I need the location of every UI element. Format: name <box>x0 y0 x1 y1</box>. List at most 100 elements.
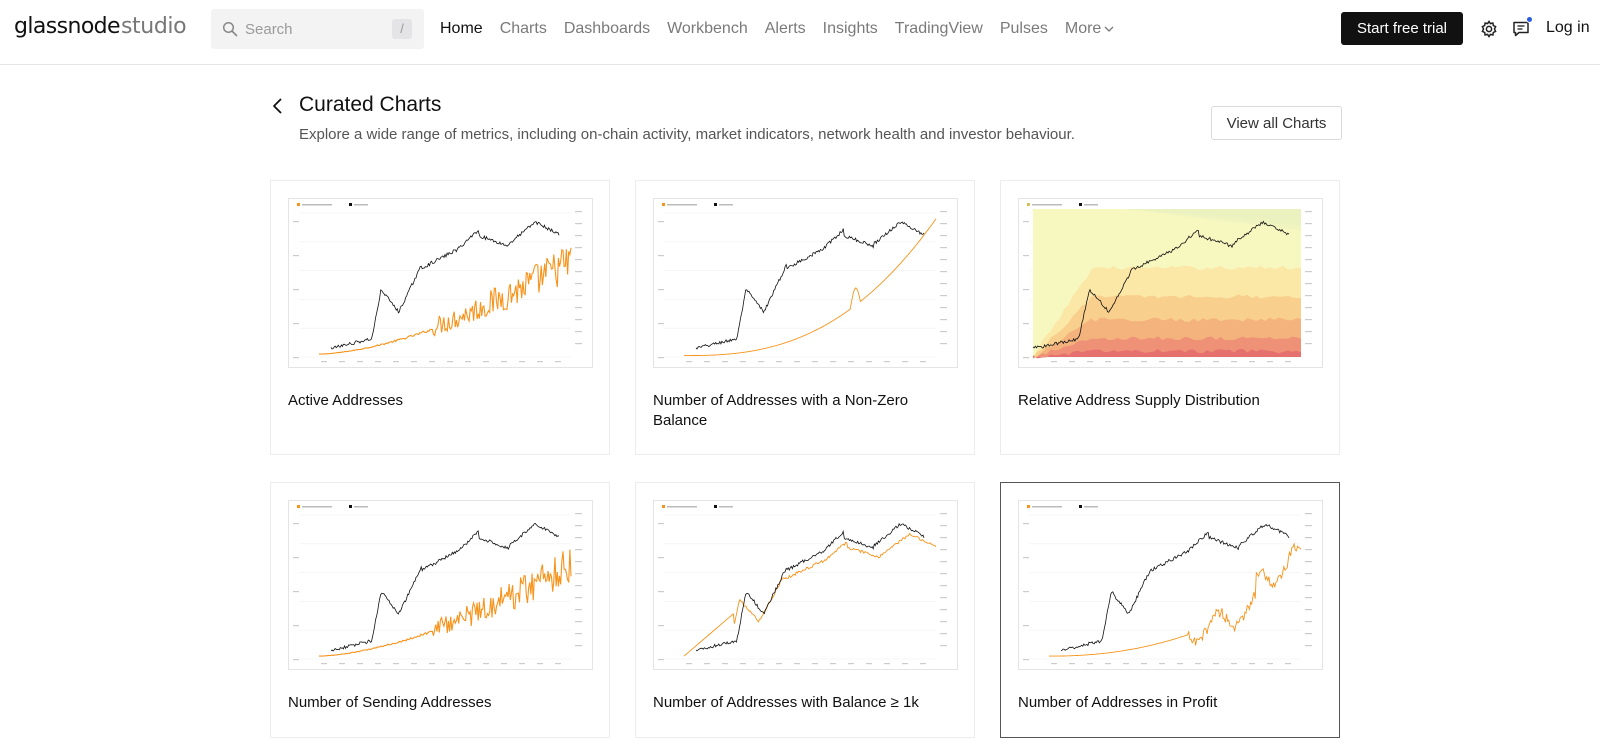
axis-tick <box>1305 247 1312 249</box>
price-line <box>1060 524 1290 651</box>
gear-icon[interactable] <box>1479 19 1499 39</box>
axis-tick <box>447 361 453 363</box>
chart-card[interactable]: Number of Addresses in Profit <box>1000 482 1340 738</box>
pulses-button[interactable] <box>1511 16 1533 39</box>
legend-swatch <box>297 505 300 508</box>
chart-thumbnail-svg <box>654 199 957 367</box>
nav-dashboards[interactable]: Dashboards <box>563 20 651 37</box>
price-line <box>330 221 560 350</box>
axis-tick <box>1177 663 1183 665</box>
axis-tick <box>1023 659 1029 661</box>
thumb-bg <box>1019 501 1322 669</box>
chart-card[interactable]: Number of Addresses with a Non-Zero Bala… <box>635 180 975 455</box>
axis-tick <box>1305 621 1312 623</box>
axis-tick <box>1023 255 1029 257</box>
chart-card[interactable]: Relative Address Supply Distribution <box>1000 180 1340 455</box>
chart-card[interactable]: Number of Addresses with Balance ≥ 1k <box>635 482 975 738</box>
axis-tick <box>686 663 692 665</box>
nav-home[interactable]: Home <box>440 20 483 37</box>
nav-insights[interactable]: Insights <box>822 20 878 37</box>
axis-tick <box>740 361 746 363</box>
axis-tick <box>940 343 947 345</box>
axis-tick <box>575 247 582 249</box>
axis-tick <box>1305 331 1312 333</box>
glassnode-logo[interactable]: glassnode studio <box>14 14 187 44</box>
axis-tick <box>1159 361 1165 363</box>
axis-tick <box>1305 561 1312 563</box>
legend-text-line <box>302 506 332 508</box>
axis-tick <box>940 561 947 563</box>
axis-tick <box>1305 633 1312 635</box>
thumb-bg <box>654 199 957 367</box>
axis-tick <box>940 331 947 333</box>
legend-text-line <box>719 506 733 508</box>
chevron-left-icon[interactable] <box>270 96 286 116</box>
axis-tick <box>940 537 947 539</box>
axis-tick <box>1305 235 1312 237</box>
start-free-trial-button[interactable]: Start free trial <box>1341 12 1463 45</box>
chart-card[interactable]: Number of Sending Addresses <box>270 482 610 738</box>
axis-tick <box>884 663 890 665</box>
chart-card-title: Number of Addresses in Profit <box>1018 694 1218 711</box>
axis-tick <box>411 361 417 363</box>
axis-tick <box>575 211 582 213</box>
page-title: Curated Charts <box>299 93 442 116</box>
axis-tick <box>704 361 710 363</box>
metric-line <box>1049 542 1302 657</box>
search-input[interactable] <box>245 9 385 49</box>
nav-alerts[interactable]: Alerts <box>764 20 806 37</box>
axis-tick <box>1087 663 1093 665</box>
metric-line <box>684 218 937 357</box>
view-all-charts-button[interactable]: View all Charts <box>1211 106 1342 140</box>
logo-product: studio <box>121 14 187 39</box>
chart-card-title: Number of Addresses with a Non-Zero Bala… <box>653 392 909 429</box>
chevron-down-icon <box>1104 26 1114 32</box>
metric-line <box>683 532 937 657</box>
axis-tick <box>1267 663 1273 665</box>
nav-pulses[interactable]: Pulses <box>999 20 1048 37</box>
log-in-link[interactable]: Log in <box>1546 19 1590 36</box>
legend-text-line <box>302 204 332 206</box>
search-icon <box>222 21 238 37</box>
axis-tick <box>575 561 582 563</box>
metric-line <box>319 549 572 657</box>
logo-brand: glassnode <box>14 14 121 39</box>
legend-swatch <box>662 203 665 206</box>
axis-tick <box>920 361 926 363</box>
axis-tick <box>866 361 872 363</box>
chart-thumbnail-svg <box>1019 199 1322 367</box>
search-box[interactable]: / <box>211 9 424 49</box>
nav-workbench[interactable]: Workbench <box>667 20 748 37</box>
axis-tick <box>704 663 710 665</box>
axis-tick <box>1285 663 1291 665</box>
axis-tick <box>575 573 582 575</box>
chart-card[interactable]: Active Addresses <box>270 180 610 455</box>
axis-tick <box>1023 357 1029 359</box>
axis-tick <box>501 361 507 363</box>
axis-tick <box>537 361 543 363</box>
legend-swatch <box>1079 505 1082 508</box>
axis-tick <box>1305 211 1312 213</box>
axis-tick <box>940 573 947 575</box>
legend-swatch <box>297 203 300 206</box>
legend-text-line <box>354 506 368 508</box>
legend-swatch <box>349 203 352 206</box>
nav-charts[interactable]: Charts <box>499 20 547 37</box>
legend-text-line <box>1084 204 1098 206</box>
axis-tick <box>1249 361 1255 363</box>
axis-tick <box>1267 361 1273 363</box>
chart-card-title: Active Addresses <box>288 392 404 409</box>
axis-tick <box>465 663 471 665</box>
axis-tick <box>375 361 381 363</box>
axis-tick <box>866 663 872 665</box>
axis-tick <box>483 663 489 665</box>
chart-thumbnail <box>288 500 593 670</box>
axis-tick <box>1023 557 1029 559</box>
chart-thumbnail-svg <box>289 199 592 367</box>
axis-tick <box>940 549 947 551</box>
nav-tradingview[interactable]: TradingView <box>894 20 983 37</box>
axis-tick <box>575 343 582 345</box>
nav-more[interactable]: More <box>1065 20 1114 38</box>
axis-tick <box>940 223 947 225</box>
top-nav-bar: glassnode studio / Home Charts Dashboards W… <box>0 0 1600 65</box>
